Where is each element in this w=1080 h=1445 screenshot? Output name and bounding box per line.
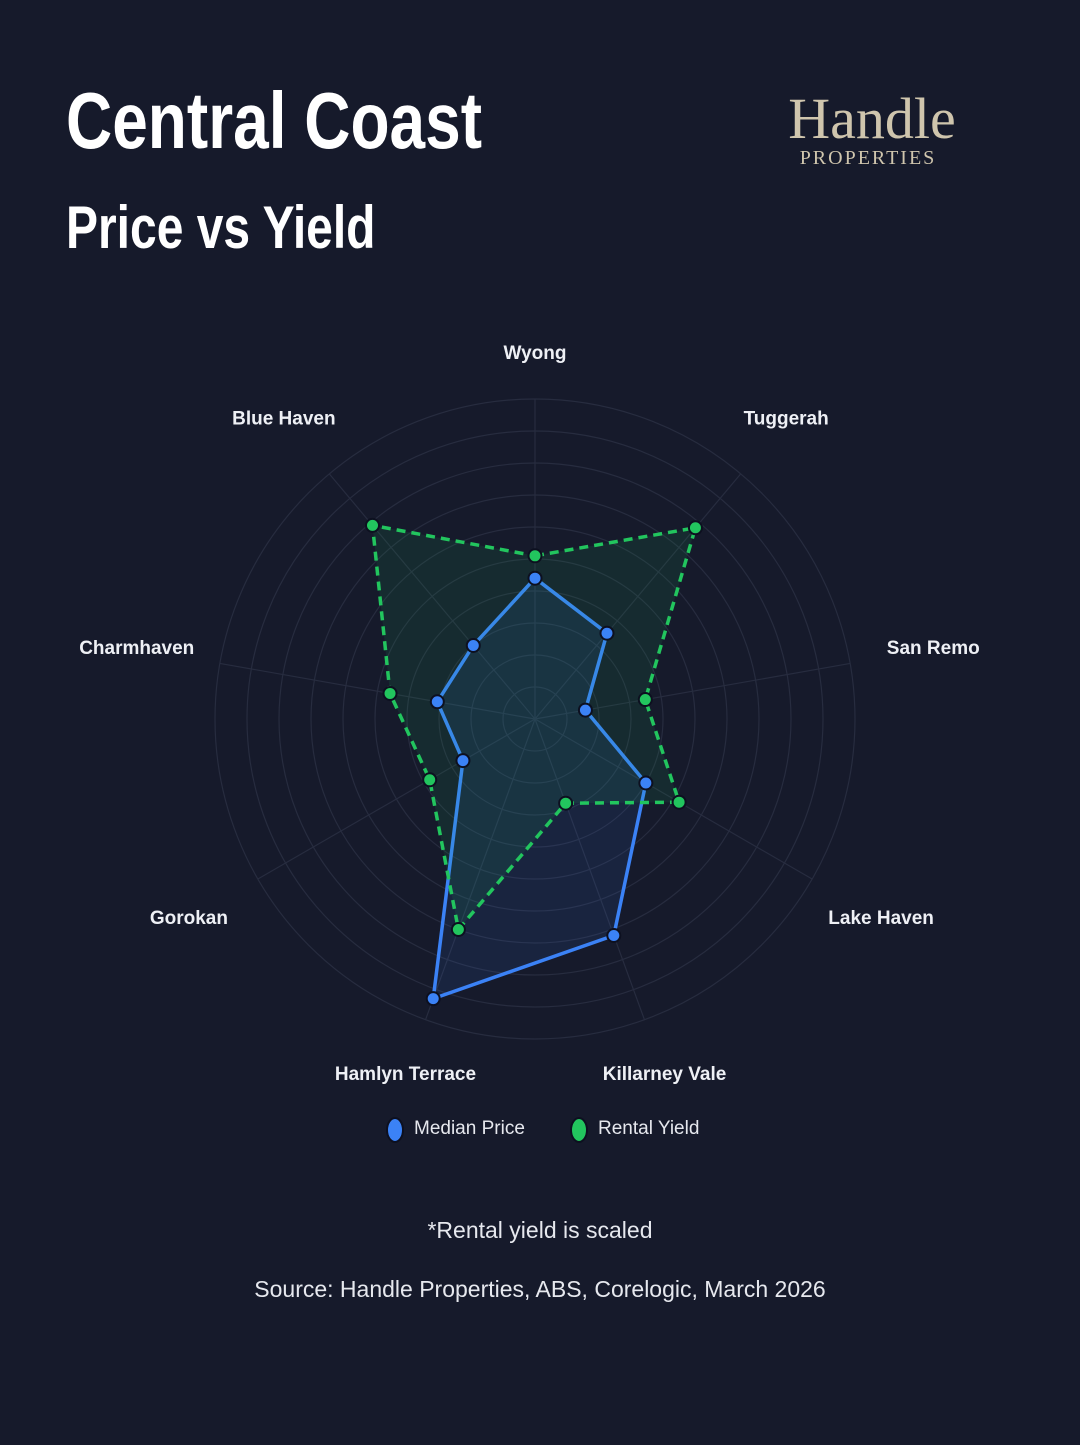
category-label: Blue Haven [232,409,335,430]
category-label: Tuggerah [744,409,829,430]
chart-subtitle: Price vs Yield [66,194,376,261]
spoke [534,473,742,720]
data-point [455,753,471,769]
radar-plot: Wyong Tuggerah San Remo Lake Haven Killarney… [79,343,980,1143]
data-point [637,692,653,708]
legend-label: Rental Yield [598,1118,699,1139]
data-point [577,702,593,718]
data-point [382,685,398,701]
category-label: Charmhaven [79,638,194,659]
series-area [370,523,698,932]
spoke [424,718,536,1020]
chart-title: Central Coast [66,76,482,165]
data-point [429,694,445,710]
legend-marker [570,1117,588,1143]
data-point [527,570,543,586]
footnote: *Rental yield is scaled [427,1217,652,1243]
source: Source: Handle Properties, ABS, Corelogi… [254,1276,825,1302]
series-area [431,576,648,1001]
data-point [422,772,438,788]
category-label: Gorokan [150,908,228,929]
data-point [558,795,574,811]
spoke [257,718,536,880]
data-point [606,928,622,944]
legend-marker [386,1117,404,1143]
spoke [219,662,536,720]
data-point [671,794,687,810]
data-point [425,991,441,1007]
category-label: Killarney Vale [603,1064,727,1085]
spoke [328,473,536,720]
data-point [450,921,466,937]
data-point [465,637,481,653]
data-point [527,548,543,564]
category-label: San Remo [887,638,980,659]
data-point [365,517,381,533]
spoke [534,718,646,1020]
brand-name: Handle [788,86,956,151]
category-label: Hamlyn Terrace [335,1064,476,1085]
brand-tagline: PROPERTIES [800,147,937,169]
data-point [638,775,654,791]
category-label: Wyong [504,343,567,364]
category-label: Lake Haven [828,908,934,929]
data-point [687,520,703,536]
data-point [599,625,615,641]
legend-label: Median Price [414,1118,525,1139]
